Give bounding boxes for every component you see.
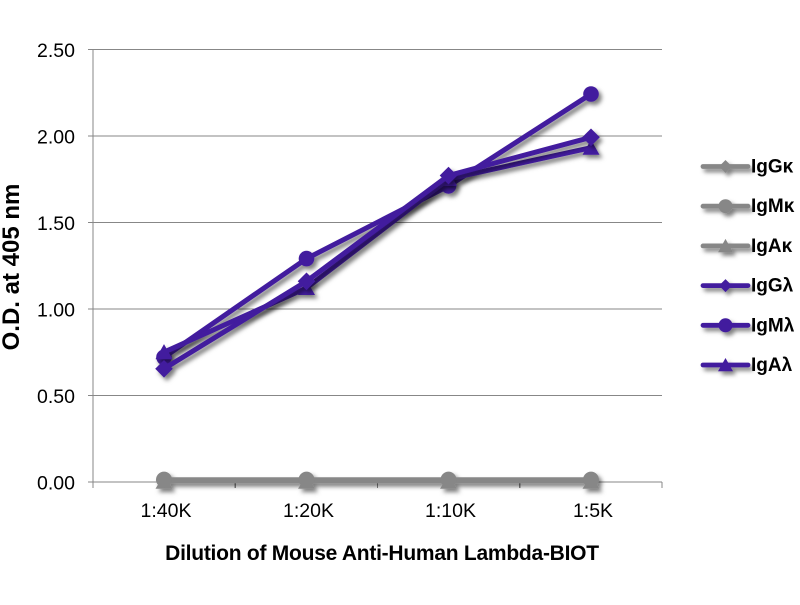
svg-text:IgGκ: IgGκ	[751, 157, 794, 178]
svg-text:Dilution of Mouse Anti-Human L: Dilution of Mouse Anti-Human Lambda-BIOT	[165, 542, 599, 565]
svg-text:0.50: 0.50	[37, 386, 75, 408]
svg-text:2.00: 2.00	[37, 127, 75, 149]
svg-text:1:20K: 1:20K	[283, 500, 334, 522]
svg-text:2.50: 2.50	[37, 40, 75, 62]
svg-text:1:10K: 1:10K	[425, 500, 476, 522]
svg-text:1.00: 1.00	[37, 300, 75, 322]
svg-text:0.00: 0.00	[37, 473, 75, 495]
svg-text:1.50: 1.50	[37, 213, 75, 235]
svg-text:IgMλ: IgMλ	[751, 315, 795, 336]
svg-text:IgAλ: IgAλ	[751, 355, 793, 376]
svg-text:O.D. at 405 nm: O.D. at 405 nm	[0, 184, 25, 351]
svg-text:1:5K: 1:5K	[573, 500, 613, 522]
svg-text:IgAκ: IgAκ	[751, 236, 793, 257]
svg-text:IgGλ: IgGλ	[751, 276, 794, 297]
svg-text:1:40K: 1:40K	[141, 500, 192, 522]
svg-text:IgMκ: IgMκ	[751, 196, 795, 217]
